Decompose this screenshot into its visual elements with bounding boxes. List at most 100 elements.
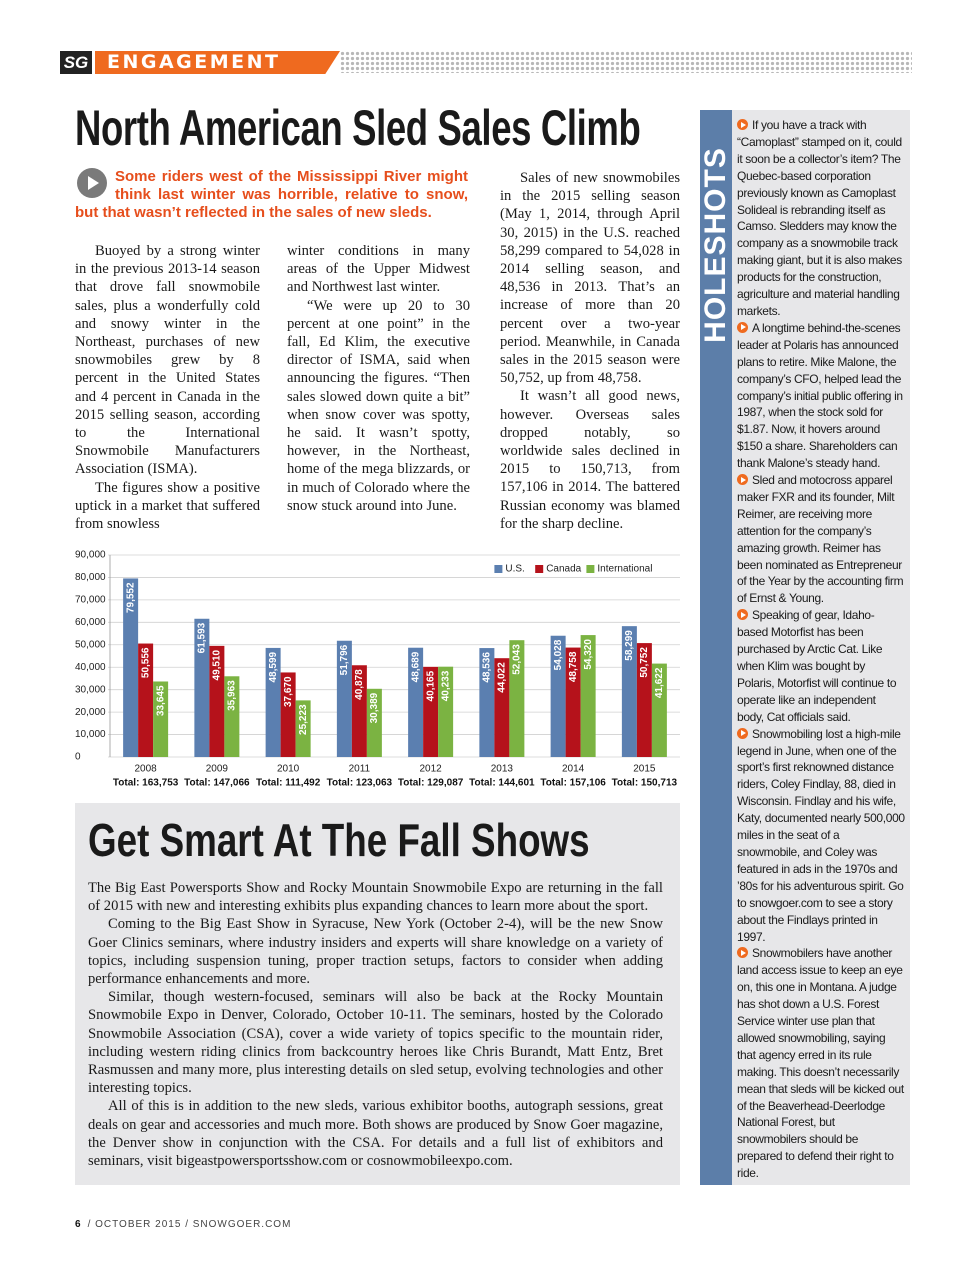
bullet — [737, 727, 748, 739]
category-total: Total: 123,063 — [327, 778, 393, 789]
value-label: 41,622 — [654, 667, 665, 698]
news-item: A longtime behind-the-scenes leader at P… — [737, 320, 905, 472]
value-label: 61,593 — [197, 622, 208, 653]
y-tick-label: 40,000 — [75, 662, 106, 673]
value-label: 48,689 — [410, 651, 421, 682]
y-tick-label: 20,000 — [75, 707, 106, 718]
column: Sales of new snowmobiles in the 2015 sel… — [500, 169, 680, 533]
category-total: Total: 150,713 — [612, 778, 678, 789]
bar — [423, 666, 439, 757]
bar — [351, 665, 367, 757]
paragraph: Similar, though western-focused, seminar… — [88, 989, 663, 1097]
value-label: 54,320 — [583, 639, 594, 670]
bar — [123, 578, 139, 757]
deck: Some riders west of the Mississippi Rive… — [75, 168, 468, 222]
paragraph: Buoyed by a strong winter in the previou… — [75, 243, 260, 478]
section-label: ENGAGEMENT — [95, 51, 340, 74]
value-label: 51,796 — [339, 644, 350, 675]
bar — [153, 681, 169, 757]
bar — [550, 635, 566, 757]
bar — [621, 626, 637, 757]
y-tick-label: 0 — [75, 752, 81, 763]
paragraph: “We were up 20 to 30 percent at one poin… — [287, 297, 470, 514]
sidebar — [700, 110, 910, 1185]
value-label: 37,670 — [283, 676, 294, 707]
bar — [265, 647, 281, 757]
paragraph: The figures show a positive uptick in a … — [75, 479, 260, 533]
headline: North American Sled Sales Climb — [75, 100, 641, 156]
news-text: Speaking of gear, Idaho-based Motorfist … — [737, 608, 897, 724]
bar — [565, 647, 581, 757]
dot-pattern — [340, 51, 912, 73]
x-tick-label: 2015 — [633, 764, 656, 775]
x-tick-label: 2008 — [135, 764, 158, 775]
news-text: Snowmobiling lost a high-mile legend in … — [737, 726, 905, 944]
x-tick-label: 2011 — [349, 764, 371, 775]
y-tick-label: 10,000 — [75, 729, 106, 740]
y-tick-label: 30,000 — [75, 684, 106, 695]
x-tick-label: 2009 — [206, 764, 229, 775]
category-total: Total: 163,753 — [113, 778, 179, 789]
legend-label: Canada — [546, 564, 581, 575]
legend-swatch — [494, 565, 503, 573]
news-text: If you have a track with “Camoplast” sta… — [737, 118, 902, 318]
bullet — [737, 474, 748, 486]
paragraph: Coming to the Big East Show in Syracuse,… — [88, 916, 663, 988]
column: Buoyed by a strong winter in the previou… — [75, 242, 260, 533]
value-label: 30,389 — [369, 692, 380, 723]
value-label: 49,510 — [212, 649, 223, 680]
value-label: 33,645 — [155, 685, 166, 716]
y-tick-label: 90,000 — [75, 550, 106, 561]
play-icon — [77, 168, 107, 198]
value-label: 48,758 — [568, 651, 579, 682]
news-text: Sled and motocross apparel maker FXR and… — [737, 473, 904, 606]
value-label: 25,223 — [298, 704, 309, 735]
bar — [438, 666, 454, 757]
bar — [295, 700, 311, 757]
footer-text: / OCTOBER 2015 / SNOWGOER.COM — [87, 1219, 292, 1230]
value-label: 48,599 — [268, 651, 279, 682]
news-item: Snowmobilers have another land access is… — [737, 945, 905, 1182]
x-tick-label: 2013 — [491, 764, 514, 775]
bullet — [737, 609, 748, 621]
bullet — [737, 119, 748, 130]
value-label: 44,022 — [497, 662, 508, 693]
article-body: The Big East Powersports Show and Rocky … — [88, 879, 663, 1170]
legend-swatch — [586, 565, 595, 573]
headline: Get Smart At The Fall Shows — [88, 814, 590, 866]
column: winter conditions in many areas of the U… — [287, 242, 470, 515]
paragraph: The Big East Powersports Show and Rocky … — [88, 880, 663, 915]
value-label: 35,963 — [227, 680, 238, 711]
sidebar-title-text: HOLESHOTS — [699, 147, 732, 343]
paragraph: It wasn’t all good news, however. Overse… — [500, 388, 680, 532]
bar — [336, 640, 352, 757]
news-item: Speaking of gear, Idaho-based Motorfist … — [737, 607, 905, 725]
logo: SG — [60, 51, 92, 74]
y-tick-label: 50,000 — [75, 639, 106, 650]
news-text: A longtime behind-the-scenes leader at P… — [737, 320, 903, 471]
footer: 6 / OCTOBER 2015 / SNOWGOER.COM — [75, 1218, 291, 1232]
sidebar-strip — [700, 110, 732, 1185]
bar — [194, 618, 210, 757]
y-tick-label: 60,000 — [75, 617, 106, 628]
legend-label: U.S. — [505, 564, 524, 575]
value-label: 50,556 — [140, 647, 151, 678]
category-total: Total: 147,066 — [184, 778, 250, 789]
category-total: Total: 111,492 — [256, 778, 321, 789]
bar — [509, 640, 525, 757]
y-tick-label: 80,000 — [75, 572, 106, 583]
bar — [224, 676, 240, 757]
category-total: Total: 157,106 — [540, 778, 606, 789]
value-label: 40,233 — [440, 670, 451, 701]
legend-swatch — [535, 565, 544, 573]
bar — [636, 643, 652, 757]
paragraph: winter conditions in many areas of the U… — [287, 243, 470, 296]
category-total: Total: 144,601 — [469, 778, 535, 789]
value-label: 54,028 — [553, 639, 564, 670]
news-text: Snowmobilers have another land access is… — [737, 946, 904, 1181]
value-label: 52,043 — [512, 644, 523, 675]
news-item: Snowmobiling lost a high-mile legend in … — [737, 726, 905, 946]
sidebar-title: HOLESHOTS — [699, 125, 732, 365]
sidebar-box — [75, 803, 680, 1185]
